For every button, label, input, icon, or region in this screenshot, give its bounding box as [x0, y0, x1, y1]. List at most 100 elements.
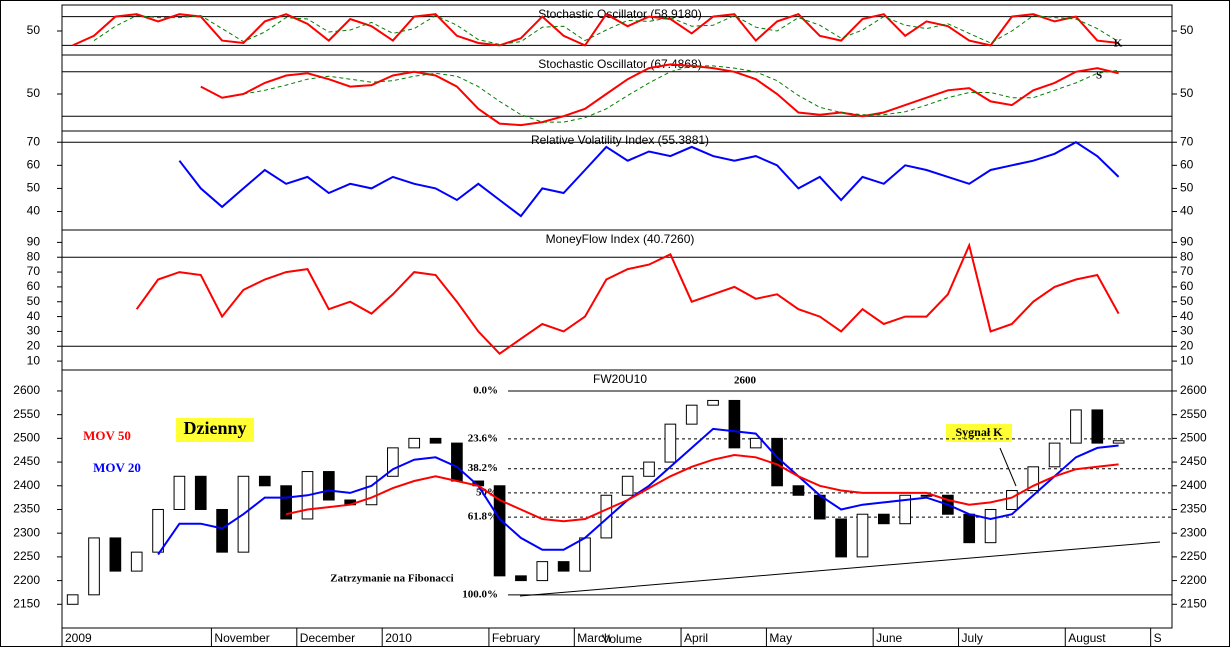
- y-tick-label: 2400: [13, 478, 40, 492]
- y-tick-label: 2500: [13, 431, 40, 445]
- y-tick-label: 40: [27, 204, 41, 218]
- trend-line: [519, 541, 1161, 597]
- candle: [216, 508, 228, 553]
- y-tick-label: 50: [27, 181, 41, 195]
- candle: [130, 551, 143, 572]
- candle: [749, 437, 762, 449]
- annotation: Volume: [602, 632, 642, 646]
- series-line: [135, 242, 1120, 356]
- y-tick-label: 2250: [13, 549, 40, 563]
- annotation: Sygnał K: [955, 425, 1003, 439]
- x-tick-label: August: [1068, 631, 1106, 645]
- candle: [152, 508, 164, 553]
- panel-title: FW20U10: [593, 372, 647, 386]
- y-tick-label: 70: [1180, 264, 1194, 278]
- candle: [835, 518, 847, 558]
- candle: [579, 537, 591, 572]
- candle: [451, 442, 463, 482]
- pointer: [999, 447, 1017, 487]
- series-line: [200, 63, 1119, 127]
- y-tick-label: 50: [1180, 86, 1194, 100]
- y-tick-label: 20: [1180, 338, 1194, 352]
- candle: [1070, 409, 1082, 444]
- candle: [643, 461, 655, 477]
- x-tick-label: 2010: [385, 631, 412, 645]
- fib-label: 38.2%: [468, 462, 498, 474]
- series-line: [157, 427, 1119, 556]
- panel-title: Stochastic Oscillator (58.9180): [538, 7, 701, 21]
- candle: [109, 537, 122, 572]
- y-tick-label: 10: [27, 353, 41, 367]
- panel-title: MoneyFlow Index (40.7260): [546, 232, 695, 246]
- annotation: S: [1096, 70, 1102, 82]
- panel-title: Relative Volatility Index (55.3881): [531, 133, 709, 147]
- y-tick-label: 2350: [1180, 502, 1207, 516]
- y-tick-label: 2250: [1180, 549, 1207, 563]
- x-tick-label: December: [300, 631, 355, 645]
- candle: [365, 475, 378, 506]
- y-tick-label: 60: [27, 158, 41, 172]
- y-tick-label: 2400: [1180, 478, 1207, 492]
- series-line: [178, 141, 1120, 218]
- candle: [621, 475, 634, 496]
- candle: [408, 437, 421, 449]
- label-box: [176, 418, 254, 442]
- candle: [899, 494, 912, 525]
- candle: [258, 475, 271, 487]
- y-tick-label: 40: [27, 309, 41, 323]
- panel: [61, 369, 1173, 629]
- x-tick-label: March: [577, 631, 610, 645]
- y-tick-label: 2550: [13, 407, 40, 421]
- x-tick-label: February: [492, 631, 540, 645]
- y-tick-label: 50: [27, 86, 41, 100]
- y-tick-label: 2500: [1180, 431, 1207, 445]
- candle: [685, 404, 698, 425]
- y-tick-label: 10: [1180, 353, 1194, 367]
- candle: [963, 513, 976, 544]
- y-tick-label: 2200: [1180, 573, 1207, 587]
- candle: [387, 447, 399, 477]
- fib-label: 23.6%: [468, 432, 498, 444]
- series-line: [72, 12, 1119, 47]
- y-tick-label: 2300: [13, 525, 40, 539]
- y-tick-label: 2150: [13, 596, 40, 610]
- candle: [493, 485, 506, 577]
- fib-label: 61.8%: [468, 511, 498, 523]
- candle: [771, 437, 783, 487]
- y-tick-label: 70: [27, 264, 41, 278]
- candle: [1112, 440, 1125, 444]
- candle: [557, 561, 570, 572]
- candle: [1006, 490, 1018, 510]
- candle: [600, 494, 613, 539]
- candle: [792, 485, 805, 496]
- candle: [429, 437, 442, 444]
- y-tick-label: 80: [1180, 249, 1194, 263]
- y-tick-label: 50: [1180, 294, 1194, 308]
- y-tick-label: 90: [27, 235, 41, 249]
- candle: [173, 475, 186, 510]
- y-tick-label: 2350: [13, 502, 40, 516]
- candle: [984, 508, 997, 544]
- y-tick-label: 30: [27, 324, 41, 338]
- y-tick-label: 90: [1180, 235, 1194, 249]
- y-tick-label: 2300: [1180, 525, 1207, 539]
- y-tick-label: 70: [27, 134, 41, 148]
- candle: [1048, 442, 1061, 468]
- candle: [280, 485, 292, 520]
- annotation: K: [1114, 38, 1123, 50]
- candle: [88, 537, 100, 596]
- x-tick-label: July: [962, 631, 983, 645]
- series-line: [243, 65, 1119, 123]
- y-tick-label: 2150: [1180, 596, 1207, 610]
- y-tick-label: 50: [27, 294, 41, 308]
- y-tick-label: 2600: [1180, 383, 1207, 397]
- candle: [707, 399, 719, 406]
- y-tick-label: 60: [1180, 279, 1194, 293]
- y-tick-label: 60: [27, 279, 41, 293]
- candle: [877, 513, 890, 525]
- y-tick-label: 2200: [13, 573, 40, 587]
- panel-title: Stochastic Oscillator (67.4868): [538, 57, 701, 71]
- y-tick-label: 30: [1180, 324, 1194, 338]
- annotation: Dzienny: [184, 418, 247, 438]
